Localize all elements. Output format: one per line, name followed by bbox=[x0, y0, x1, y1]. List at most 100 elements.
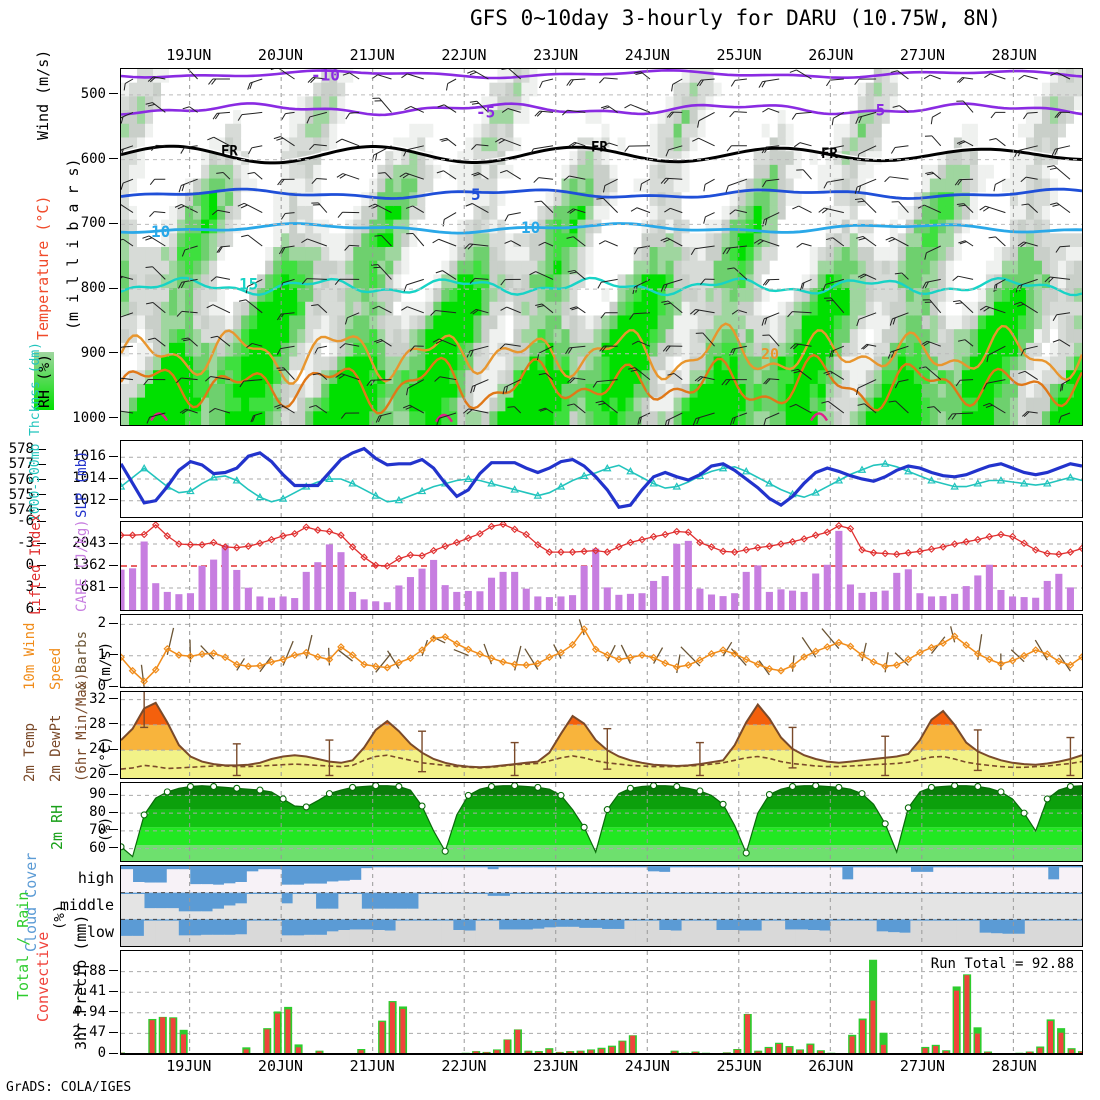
panel-precip[interactable]: Run Total = 92.88 bbox=[120, 950, 1083, 1055]
panel-li-cape[interactable] bbox=[120, 521, 1083, 611]
y-tick: 1 bbox=[60, 647, 118, 663]
y-tick: 70 bbox=[60, 822, 118, 838]
date-label-top: 25JUN bbox=[716, 46, 762, 64]
run-total-label: Run Total = 92.88 bbox=[930, 956, 1074, 972]
date-label-bottom: 21JUN bbox=[349, 1057, 395, 1075]
label-wind-speed: Speed bbox=[48, 647, 64, 690]
y-tick: 700 bbox=[60, 215, 118, 231]
panel-temp-dewpt[interactable] bbox=[120, 691, 1083, 779]
y-tick: 20 bbox=[60, 766, 118, 782]
y-tick: 32 bbox=[60, 691, 118, 707]
date-label-bottom: 23JUN bbox=[533, 1057, 579, 1075]
date-label-bottom: 19JUN bbox=[166, 1057, 212, 1075]
y-tick: 1000 bbox=[60, 410, 118, 426]
y-tick: 600 bbox=[60, 151, 118, 167]
date-label-bottom: 26JUN bbox=[808, 1057, 854, 1075]
date-label-top: 21JUN bbox=[349, 46, 395, 64]
y-tick: 577 bbox=[0, 456, 46, 472]
y-tick: 1014 bbox=[60, 470, 118, 486]
panel-cloud-cover[interactable] bbox=[120, 865, 1083, 947]
cloud-row-label: high bbox=[77, 869, 114, 888]
svg-text:20: 20 bbox=[761, 345, 779, 363]
svg-text:10: 10 bbox=[521, 218, 540, 237]
date-label-top: 20JUN bbox=[257, 46, 304, 64]
label-2m-rh: 2m RH bbox=[48, 804, 66, 850]
date-label-bottom: 22JUN bbox=[441, 1057, 487, 1075]
label-lifted-index: Lifted Index bbox=[28, 513, 44, 615]
date-label-bottom: 28JUN bbox=[991, 1057, 1037, 1075]
page-title: GFS 0~10day 3-hourly for DARU (10.75W, 8… bbox=[470, 6, 1002, 30]
y-tick: 2.47 bbox=[60, 1024, 118, 1040]
label-minmax: (6hr Min/Max) bbox=[74, 672, 90, 782]
svg-text:-10: -10 bbox=[311, 69, 340, 84]
svg-text:10: 10 bbox=[151, 222, 170, 241]
label-convective: Convective bbox=[34, 931, 52, 1022]
y-tick: 1012 bbox=[60, 492, 118, 508]
svg-text:FR: FR bbox=[591, 140, 608, 156]
y-tick: 681 bbox=[60, 579, 118, 595]
label-pressure-units: (m i l l i b a r s) bbox=[64, 158, 82, 330]
label-precip-axis: 3hr Precip (mm) bbox=[72, 914, 90, 1050]
y-tick: 1362 bbox=[60, 557, 118, 573]
y-tick: 1016 bbox=[60, 448, 118, 464]
panel-rh-2m[interactable] bbox=[120, 782, 1083, 862]
date-label-top: 27JUN bbox=[899, 46, 946, 64]
cloud-row-label: low bbox=[86, 922, 114, 941]
date-label-bottom: 24JUN bbox=[624, 1057, 670, 1075]
label-wind-units: (m/s) bbox=[98, 641, 114, 684]
cloud-row-label: middle bbox=[59, 896, 114, 914]
y-tick: 3 bbox=[0, 579, 46, 595]
label-total-rain: Total / Rain bbox=[14, 891, 32, 1000]
y-tick: 0 bbox=[60, 1045, 118, 1061]
y-tick: 500 bbox=[60, 86, 118, 102]
label-cloud-units: (%) bbox=[52, 904, 68, 930]
y-tick: 24 bbox=[60, 741, 118, 757]
date-label-top: 28JUN bbox=[991, 46, 1037, 64]
y-tick: 0 bbox=[0, 557, 46, 573]
svg-text:-5: -5 bbox=[476, 102, 495, 121]
svg-text:FR: FR bbox=[821, 146, 838, 162]
y-tick: 0 bbox=[60, 678, 118, 694]
panel-wind-10m[interactable] bbox=[120, 614, 1083, 688]
y-tick: 578 bbox=[0, 441, 46, 457]
y-tick: 576 bbox=[0, 472, 46, 488]
label-2m-dewpt: 2m DewPt bbox=[48, 714, 64, 782]
panel-slp-thickness[interactable] bbox=[120, 440, 1083, 518]
label-2m-temp: 2m Temp bbox=[22, 722, 38, 782]
label-temp-units: (°C) bbox=[98, 736, 114, 770]
date-label-bottom: 27JUN bbox=[899, 1057, 946, 1075]
date-label-top: 23JUN bbox=[533, 46, 579, 64]
y-tick: 9.88 bbox=[60, 963, 118, 979]
label-wind-units: Wind (m/s) bbox=[34, 49, 52, 140]
y-tick: 80 bbox=[60, 804, 118, 820]
y-tick: 575 bbox=[0, 487, 46, 503]
label-thickness: 1000-500mb Thcknss (dm) bbox=[28, 341, 43, 522]
label-cape: CAPE (J/kg) bbox=[74, 519, 90, 612]
y-tick: 4.94 bbox=[60, 1004, 118, 1020]
y-tick: 2043 bbox=[60, 535, 118, 551]
svg-text:-5: -5 bbox=[866, 100, 885, 119]
y-tick: 800 bbox=[60, 280, 118, 296]
y-tick: 2 bbox=[60, 615, 118, 631]
y-tick: 28 bbox=[60, 716, 118, 732]
y-tick: 90 bbox=[60, 786, 118, 802]
label-10m-wind: 10m Wind bbox=[22, 622, 38, 690]
y-tick: 574 bbox=[0, 502, 46, 518]
date-label-top: 19JUN bbox=[166, 46, 212, 64]
svg-text:FR: FR bbox=[221, 144, 238, 160]
svg-text:15: 15 bbox=[239, 275, 258, 294]
y-tick: -6 bbox=[0, 513, 46, 529]
svg-text:5: 5 bbox=[471, 185, 481, 204]
y-tick: 6 bbox=[0, 601, 46, 617]
footer-credit: GrADS: COLA/IGES bbox=[6, 1080, 132, 1095]
label-rh-units: (%) bbox=[98, 816, 114, 842]
label-slp: SLP (mb) bbox=[74, 450, 90, 518]
y-tick: 900 bbox=[60, 345, 118, 361]
date-label-top: 24JUN bbox=[624, 46, 670, 64]
date-label-bottom: 25JUN bbox=[716, 1057, 762, 1075]
y-tick: -3 bbox=[0, 535, 46, 551]
panel-upper-air[interactable]: -10 -5 -5 5 10 10 15 20 FR FR FR bbox=[120, 68, 1083, 426]
y-tick: 7.41 bbox=[60, 983, 118, 999]
label-temperature: Temperature (°C) bbox=[34, 195, 52, 341]
y-tick: 60 bbox=[60, 840, 118, 856]
